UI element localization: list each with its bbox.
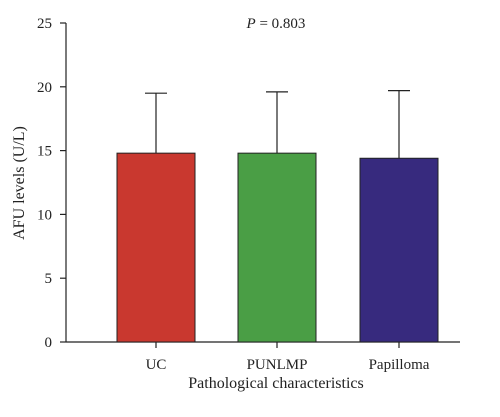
p-value: = 0.803 <box>256 16 306 32</box>
y-tick-label: 0 <box>45 335 53 351</box>
y-tick-label: 5 <box>45 271 53 287</box>
bar <box>359 157 439 343</box>
x-tick-label: PUNLMP <box>247 357 308 373</box>
x-tick-label: UC <box>146 357 167 373</box>
y-tick-label: 25 <box>37 16 52 32</box>
x-tick-label: Papilloma <box>369 357 430 373</box>
p-label: P <box>246 16 256 32</box>
y-ticks: 0 5 10 15 20 25 <box>37 16 66 351</box>
y-tick-label: 15 <box>37 144 52 160</box>
y-axis-title: AFU levels (U/L) <box>11 126 28 240</box>
y-tick-label: 10 <box>37 207 52 223</box>
x-axis-title: Pathological characteristics <box>188 375 363 392</box>
error-bars <box>145 90 410 159</box>
bars <box>116 152 439 343</box>
y-tick-label: 20 <box>37 80 52 96</box>
bar <box>116 152 196 343</box>
bar <box>237 152 317 343</box>
p-value-annotation: P = 0.803 <box>246 16 306 32</box>
x-ticks: UC PUNLMP Papilloma <box>146 342 430 373</box>
